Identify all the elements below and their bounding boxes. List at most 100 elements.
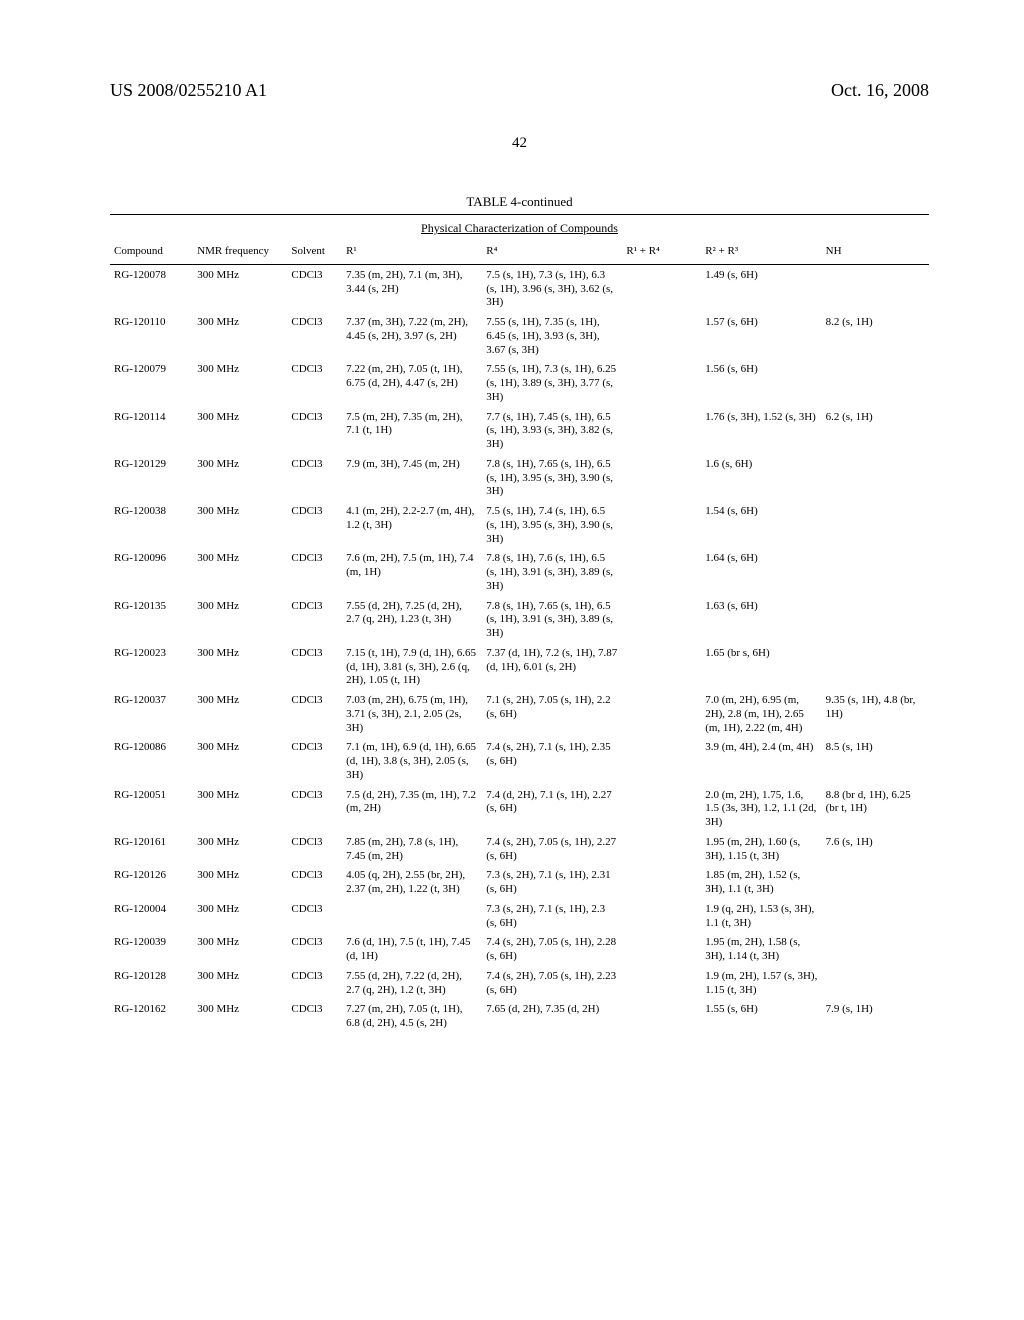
table-row: RG-120126300 MHzCDCl34.05 (q, 2H), 2.55 … xyxy=(110,865,929,899)
cell-freq: 300 MHz xyxy=(193,690,287,737)
cell-compound: RG-120078 xyxy=(110,264,193,312)
cell-solvent: CDCl3 xyxy=(287,932,342,966)
cell-r1r4 xyxy=(622,359,701,406)
cell-solvent: CDCl3 xyxy=(287,999,342,1033)
cell-nh xyxy=(822,501,929,548)
cell-r4: 7.8 (s, 1H), 7.65 (s, 1H), 6.5 (s, 1H), … xyxy=(482,596,622,643)
table-top-rule xyxy=(110,214,929,215)
cell-solvent: CDCl3 xyxy=(287,737,342,784)
cell-r1: 7.6 (d, 1H), 7.5 (t, 1H), 7.45 (d, 1H) xyxy=(342,932,482,966)
cell-r2r3: 1.49 (s, 6H) xyxy=(701,264,821,312)
cell-nh xyxy=(822,932,929,966)
cell-nh xyxy=(822,359,929,406)
cell-r1r4 xyxy=(622,966,701,1000)
cell-r1: 7.6 (m, 2H), 7.5 (m, 1H), 7.4 (m, 1H) xyxy=(342,548,482,595)
cell-compound: RG-120135 xyxy=(110,596,193,643)
cell-r2r3: 1.63 (s, 6H) xyxy=(701,596,821,643)
cell-solvent: CDCl3 xyxy=(287,865,342,899)
cell-freq: 300 MHz xyxy=(193,932,287,966)
cell-r1: 7.37 (m, 3H), 7.22 (m, 2H), 4.45 (s, 2H)… xyxy=(342,312,482,359)
table-row: RG-120051300 MHzCDCl37.5 (d, 2H), 7.35 (… xyxy=(110,785,929,832)
header-right: Oct. 16, 2008 xyxy=(831,80,929,101)
cell-freq: 300 MHz xyxy=(193,312,287,359)
cell-compound: RG-120161 xyxy=(110,832,193,866)
col-r1r4: R¹ + R⁴ xyxy=(622,242,701,264)
cell-r1r4 xyxy=(622,832,701,866)
cell-r1r4 xyxy=(622,501,701,548)
cell-compound: RG-120079 xyxy=(110,359,193,406)
cell-r4: 7.4 (d, 2H), 7.1 (s, 1H), 2.27 (s, 6H) xyxy=(482,785,622,832)
cell-compound: RG-120110 xyxy=(110,312,193,359)
cell-freq: 300 MHz xyxy=(193,454,287,501)
cell-r2r3: 1.55 (s, 6H) xyxy=(701,999,821,1033)
cell-nh: 8.5 (s, 1H) xyxy=(822,737,929,784)
cell-r2r3: 1.56 (s, 6H) xyxy=(701,359,821,406)
cell-solvent: CDCl3 xyxy=(287,359,342,406)
page-number: 42 xyxy=(110,135,929,152)
cell-r1: 7.9 (m, 3H), 7.45 (m, 2H) xyxy=(342,454,482,501)
cell-compound: RG-120039 xyxy=(110,932,193,966)
cell-r1: 7.15 (t, 1H), 7.9 (d, 1H), 6.65 (d, 1H),… xyxy=(342,643,482,690)
table-header-row: Compound NMR frequency Solvent R¹ R⁴ R¹ … xyxy=(110,242,929,264)
cell-r1r4 xyxy=(622,932,701,966)
cell-solvent: CDCl3 xyxy=(287,548,342,595)
table-row: RG-120037300 MHzCDCl37.03 (m, 2H), 6.75 … xyxy=(110,690,929,737)
cell-r4: 7.55 (s, 1H), 7.35 (s, 1H), 6.45 (s, 1H)… xyxy=(482,312,622,359)
cell-solvent: CDCl3 xyxy=(287,785,342,832)
cell-solvent: CDCl3 xyxy=(287,966,342,1000)
cell-r2r3: 1.57 (s, 6H) xyxy=(701,312,821,359)
cell-nh xyxy=(822,454,929,501)
table-row: RG-120128300 MHzCDCl37.55 (d, 2H), 7.22 … xyxy=(110,966,929,1000)
cell-r1: 7.55 (d, 2H), 7.22 (d, 2H), 2.7 (q, 2H),… xyxy=(342,966,482,1000)
cell-nh xyxy=(822,966,929,1000)
cell-r1: 7.5 (m, 2H), 7.35 (m, 2H), 7.1 (t, 1H) xyxy=(342,407,482,454)
cell-solvent: CDCl3 xyxy=(287,690,342,737)
table-row: RG-120129300 MHzCDCl37.9 (m, 3H), 7.45 (… xyxy=(110,454,929,501)
table-row: RG-120114300 MHzCDCl37.5 (m, 2H), 7.35 (… xyxy=(110,407,929,454)
cell-nh: 8.8 (br d, 1H), 6.25 (br t, 1H) xyxy=(822,785,929,832)
cell-solvent: CDCl3 xyxy=(287,596,342,643)
cell-freq: 300 MHz xyxy=(193,785,287,832)
cell-r1r4 xyxy=(622,690,701,737)
cell-r4: 7.7 (s, 1H), 7.45 (s, 1H), 6.5 (s, 1H), … xyxy=(482,407,622,454)
cell-r4: 7.8 (s, 1H), 7.65 (s, 1H), 6.5 (s, 1H), … xyxy=(482,454,622,501)
cell-r1r4 xyxy=(622,737,701,784)
cell-freq: 300 MHz xyxy=(193,999,287,1033)
page-header: US 2008/0255210 A1 Oct. 16, 2008 xyxy=(110,80,929,101)
cell-solvent: CDCl3 xyxy=(287,899,342,933)
cell-r4: 7.55 (s, 1H), 7.3 (s, 1H), 6.25 (s, 1H),… xyxy=(482,359,622,406)
table-title: TABLE 4-continued xyxy=(110,194,929,210)
cell-r1 xyxy=(342,899,482,933)
cell-r1: 7.03 (m, 2H), 6.75 (m, 1H), 3.71 (s, 3H)… xyxy=(342,690,482,737)
col-freq: NMR frequency xyxy=(193,242,287,264)
table-row: RG-120096300 MHzCDCl37.6 (m, 2H), 7.5 (m… xyxy=(110,548,929,595)
table-row: RG-120038300 MHzCDCl34.1 (m, 2H), 2.2-2.… xyxy=(110,501,929,548)
col-r4: R⁴ xyxy=(482,242,622,264)
cell-nh: 6.2 (s, 1H) xyxy=(822,407,929,454)
cell-r1: 7.1 (m, 1H), 6.9 (d, 1H), 6.65 (d, 1H), … xyxy=(342,737,482,784)
cell-r2r3: 2.0 (m, 2H), 1.75, 1.6, 1.5 (3s, 3H), 1.… xyxy=(701,785,821,832)
cell-r1: 4.1 (m, 2H), 2.2-2.7 (m, 4H), 1.2 (t, 3H… xyxy=(342,501,482,548)
cell-r1: 7.35 (m, 2H), 7.1 (m, 3H), 3.44 (s, 2H) xyxy=(342,264,482,312)
cell-freq: 300 MHz xyxy=(193,832,287,866)
cell-r1: 7.5 (d, 2H), 7.35 (m, 1H), 7.2 (m, 2H) xyxy=(342,785,482,832)
cell-compound: RG-120037 xyxy=(110,690,193,737)
cell-solvent: CDCl3 xyxy=(287,454,342,501)
cell-r2r3: 1.95 (m, 2H), 1.60 (s, 3H), 1.15 (t, 3H) xyxy=(701,832,821,866)
cell-r2r3: 7.0 (m, 2H), 6.95 (m, 2H), 2.8 (m, 1H), … xyxy=(701,690,821,737)
table-row: RG-120161300 MHzCDCl37.85 (m, 2H), 7.8 (… xyxy=(110,832,929,866)
cell-freq: 300 MHz xyxy=(193,737,287,784)
cell-r1: 7.85 (m, 2H), 7.8 (s, 1H), 7.45 (m, 2H) xyxy=(342,832,482,866)
cell-r4: 7.4 (s, 2H), 7.05 (s, 1H), 2.27 (s, 6H) xyxy=(482,832,622,866)
table-row: RG-120023300 MHzCDCl37.15 (t, 1H), 7.9 (… xyxy=(110,643,929,690)
table-row: RG-120078300 MHzCDCl37.35 (m, 2H), 7.1 (… xyxy=(110,264,929,312)
cell-r1: 7.55 (d, 2H), 7.25 (d, 2H), 2.7 (q, 2H),… xyxy=(342,596,482,643)
cell-solvent: CDCl3 xyxy=(287,312,342,359)
cell-r4: 7.5 (s, 1H), 7.3 (s, 1H), 6.3 (s, 1H), 3… xyxy=(482,264,622,312)
cell-freq: 300 MHz xyxy=(193,966,287,1000)
cell-freq: 300 MHz xyxy=(193,407,287,454)
cell-freq: 300 MHz xyxy=(193,865,287,899)
cell-compound: RG-120114 xyxy=(110,407,193,454)
table-row: RG-120039300 MHzCDCl37.6 (d, 1H), 7.5 (t… xyxy=(110,932,929,966)
cell-freq: 300 MHz xyxy=(193,264,287,312)
